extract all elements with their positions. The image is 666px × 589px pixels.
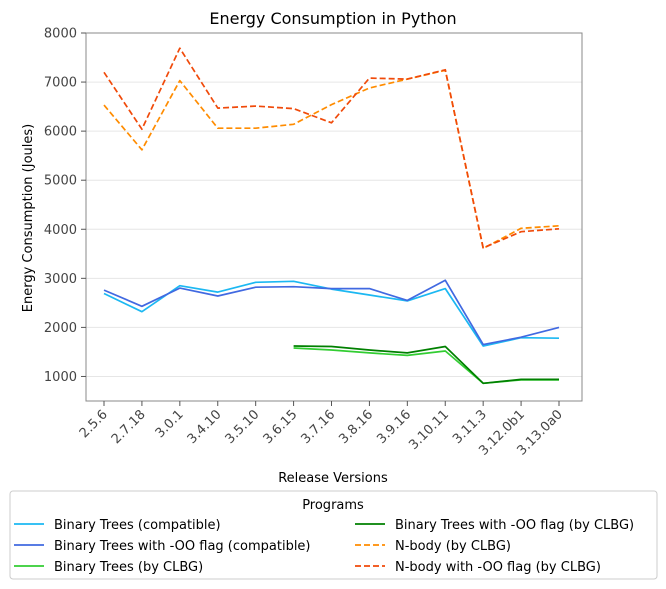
legend: Programs Binary Trees (compatible)Binary… (9, 490, 658, 580)
legend-label-1: Binary Trees (compatible) (54, 518, 221, 533)
series-line-3 (293, 347, 559, 385)
legend-label-4: Binary Trees with -OO flag (by CLBG) (395, 518, 634, 533)
x-tick-label: 3.4.10 (185, 407, 225, 447)
series-lines (103, 47, 560, 385)
series-line-2 (103, 279, 560, 346)
y-tick-label: 7000 (44, 76, 77, 91)
legend-items: Binary Trees (compatible) Binary Trees wi… (14, 518, 634, 575)
x-tick-label: 3.10.11 (406, 407, 452, 453)
x-tick-label: 3.7.16 (298, 407, 338, 447)
plot-frame (85, 32, 583, 402)
y-tick-label: 4000 (44, 223, 77, 238)
y-axis-label: Energy Consumption (Joules) (21, 124, 36, 312)
y-tick-label: 2000 (44, 321, 77, 336)
series-line-4 (293, 345, 559, 385)
y-tick-label: 1000 (44, 370, 77, 385)
legend-label-3: Binary Trees (by CLBG) (54, 560, 203, 575)
x-tick-label: 2.5.6 (77, 407, 111, 441)
x-tick-label: 3.6.15 (261, 407, 301, 447)
x-axis-ticks: 2.5.62.7.18 3.0.13.4.103.5.103.6.153.7.16… (77, 401, 566, 459)
x-axis-label: Release Versions (278, 471, 388, 486)
legend-label-2: Binary Trees with -OO flag (compatible) (54, 539, 311, 554)
x-tick-label: 2.7.18 (109, 407, 149, 447)
legend-label-5: N-body (by CLBG) (395, 539, 511, 554)
legend-label-6: N-body with -OO flag (by CLBG) (395, 560, 601, 575)
y-axis-ticks: 1000 2000 3000 4000 5000 6000 7000 8000 (44, 27, 86, 385)
y-tick-label: 6000 (44, 125, 77, 140)
x-tick-label: 3.5.10 (223, 407, 263, 447)
series-line-6 (103, 47, 560, 249)
y-tick-label: 3000 (44, 272, 77, 287)
legend-title: Programs (302, 498, 364, 513)
x-tick-label: 3.0.1 (153, 407, 187, 441)
gridlines (86, 32, 582, 377)
legend-box (9, 490, 658, 580)
y-tick-label: 5000 (44, 174, 77, 189)
y-tick-label: 8000 (44, 27, 77, 42)
x-tick-label: 3.8.16 (336, 407, 376, 447)
chart-title: Energy Consumption in Python (209, 9, 456, 28)
series-line-5 (103, 69, 560, 250)
